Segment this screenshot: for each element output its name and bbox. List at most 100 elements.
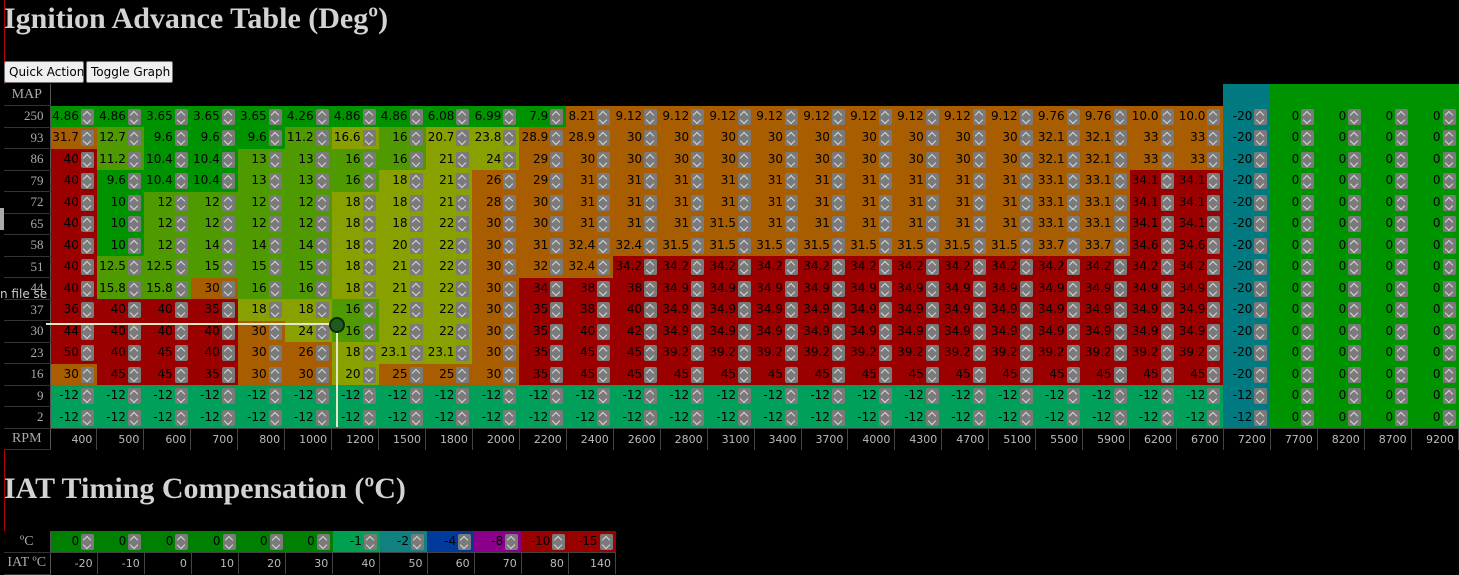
cell-value[interactable]: 20 [345,366,361,381]
spinner-arrows-icon[interactable] [127,216,141,232]
spinner-arrows-icon[interactable] [503,366,517,383]
spinner-arrows-icon[interactable] [1207,130,1221,146]
spinner-arrows-icon[interactable] [878,151,892,168]
cell-value[interactable]: 0 [1291,173,1300,187]
spinner-arrows-icon[interactable] [831,323,845,340]
advance-cell[interactable]: 12 [237,213,285,235]
advance-cell[interactable]: -20 [1223,299,1271,321]
cell-value[interactable]: 0 [1338,388,1347,402]
advance-cell[interactable]: 30 [894,148,942,170]
spinner-arrows-icon[interactable] [1301,302,1315,318]
cell-value[interactable]: -12 [387,388,408,402]
cell-value[interactable]: 16 [345,302,361,316]
cell-value[interactable]: 3.65 [239,108,267,123]
spinner-arrows-icon[interactable] [127,366,141,383]
spinner-arrows-icon[interactable] [1442,280,1456,297]
spinner-arrows-icon[interactable] [552,534,566,550]
advance-cell[interactable]: -12 [613,406,661,428]
cell-value[interactable]: 9.76 [1084,108,1112,123]
advance-cell[interactable]: 45 [1035,363,1083,385]
advance-cell[interactable]: 0 [1411,385,1459,407]
spinner-arrows-icon[interactable] [831,173,845,189]
spinner-arrows-icon[interactable] [127,280,141,297]
spinner-arrows-icon[interactable] [925,237,939,254]
cell-value[interactable]: 38 [579,280,596,295]
cell-value[interactable]: 34.9 [756,280,783,295]
advance-cell[interactable]: 0 [1270,191,1318,213]
advance-cell[interactable]: 0 [1317,191,1365,213]
spinner-arrows-icon[interactable] [80,130,94,146]
advance-cell[interactable]: -12 [613,385,661,407]
advance-cell[interactable]: 34.9 [1082,299,1130,321]
cell-value[interactable]: -20 [1232,302,1253,316]
advance-cell[interactable]: 0 [1411,406,1459,428]
advance-cell[interactable]: -20 [1223,105,1271,127]
spinner-arrows-icon[interactable] [1254,345,1268,361]
cell-value[interactable]: 0 [1338,302,1347,316]
spinner-arrows-icon[interactable] [831,108,845,125]
cell-value[interactable]: 4.86 [333,108,361,123]
advance-cell[interactable]: 34.9 [707,299,755,321]
advance-cell[interactable]: 25 [425,363,473,385]
spinner-arrows-icon[interactable] [925,345,939,361]
cell-value[interactable]: 40 [63,151,79,166]
spinner-arrows-icon[interactable] [644,216,658,232]
advance-cell[interactable]: 34.1 [1176,213,1224,235]
spinner-arrows-icon[interactable] [222,534,236,550]
advance-cell[interactable]: 20.7 [425,127,473,149]
cell-value[interactable]: 31.5 [944,237,971,252]
advance-cell[interactable]: 30 [472,277,520,299]
spinner-arrows-icon[interactable] [1254,237,1268,254]
advance-cell[interactable]: 34.6 [1129,234,1177,256]
spinner-arrows-icon[interactable] [738,323,752,340]
advance-cell[interactable]: 25 [378,363,426,385]
spinner-arrows-icon[interactable] [597,259,611,275]
cell-value[interactable]: 0 [1338,323,1347,338]
advance-cell[interactable]: 0 [1270,105,1318,127]
advance-cell[interactable]: 0 [1270,320,1318,342]
advance-cell[interactable]: -12 [237,406,285,428]
spinner-arrows-icon[interactable] [550,173,564,189]
cell-value[interactable]: 30 [486,237,502,252]
cell-value[interactable]: 34.2 [1037,259,1065,273]
iat-compensation-cell[interactable]: 0 [144,531,192,553]
advance-cell[interactable]: 33.7 [1035,234,1083,256]
advance-cell[interactable]: 31 [847,213,895,235]
cell-value[interactable]: 31 [579,173,596,187]
spinner-arrows-icon[interactable] [81,534,95,550]
cell-value[interactable]: 39.2 [1131,345,1159,359]
spinner-arrows-icon[interactable] [644,237,658,254]
cell-value[interactable]: 31 [673,173,690,187]
cell-value[interactable]: 30 [1002,130,1018,144]
cell-value[interactable]: -12 [340,388,361,402]
cell-value[interactable]: 0 [1385,302,1394,316]
spinner-arrows-icon[interactable] [1019,388,1033,404]
cell-value[interactable]: 33.1 [1084,194,1112,209]
advance-cell[interactable]: 0 [1270,170,1318,192]
spinner-arrows-icon[interactable] [785,194,798,211]
spinner-arrows-icon[interactable] [785,388,798,404]
cell-value[interactable]: 0 [1338,194,1347,209]
cell-value[interactable]: 30 [579,151,596,166]
spinner-arrows-icon[interactable] [268,345,282,361]
advance-cell[interactable]: 35 [190,299,238,321]
advance-cell[interactable]: 4.86 [96,105,144,127]
advance-cell[interactable]: 31 [519,234,567,256]
advance-cell[interactable]: 35 [190,363,238,385]
cell-value[interactable]: 34.9 [1178,323,1206,338]
advance-cell[interactable]: 34.2 [988,256,1036,278]
advance-cell[interactable]: 0 [1317,170,1365,192]
cell-value[interactable]: 32.4 [568,259,596,273]
spinner-arrows-icon[interactable] [268,280,282,297]
advance-cell[interactable]: 23.1 [425,342,473,364]
advance-cell[interactable]: 18 [331,277,379,299]
spinner-arrows-icon[interactable] [80,151,94,168]
spinner-arrows-icon[interactable] [785,130,798,146]
spinner-arrows-icon[interactable] [503,259,517,275]
spinner-arrows-icon[interactable] [1113,366,1127,383]
advance-cell[interactable]: 31.5 [754,234,801,256]
spinner-arrows-icon[interactable] [362,130,376,146]
spinner-arrows-icon[interactable] [691,280,705,297]
spinner-arrows-icon[interactable] [503,323,517,340]
cell-value[interactable]: 34.9 [1178,280,1206,295]
